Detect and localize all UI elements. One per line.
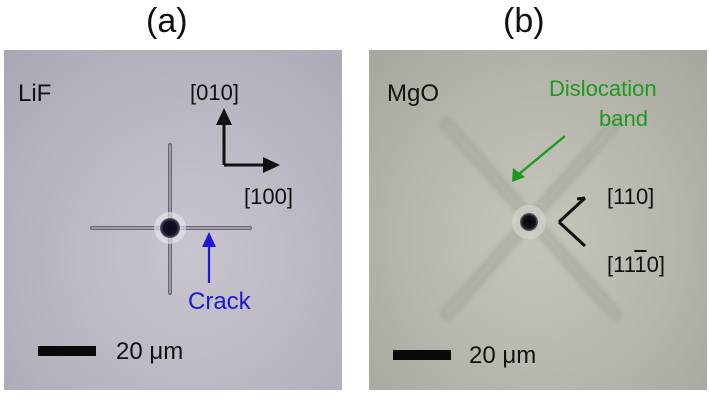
direction-label-part2: 0] xyxy=(646,252,665,277)
scale-bar-label: 20 μm xyxy=(116,338,184,365)
dislocation-arrow xyxy=(512,135,566,182)
direction-label-part1: [11 xyxy=(607,252,635,277)
indent-pit xyxy=(520,213,538,231)
mgo-indent-figure xyxy=(393,118,621,360)
direction-arrows xyxy=(216,108,280,173)
mgo-micrograph: MgO Dislocation band [110] [1110] 20 μm xyxy=(369,50,707,390)
panel-a-label: (a) xyxy=(146,2,188,40)
direction-arrows xyxy=(557,196,587,248)
lif-micrograph: LiF [010] [100] Crack 20 μm xyxy=(4,50,342,390)
scale-bar xyxy=(38,346,96,356)
crack-arrow xyxy=(202,232,216,283)
indent-pit xyxy=(160,218,180,238)
dislocation-label-line1: Dislocation xyxy=(549,76,657,101)
direction-label-110: [110] xyxy=(607,184,655,209)
material-label: LiF xyxy=(18,80,52,107)
crack-label: Crack xyxy=(188,288,251,315)
direction-label-100: [100] xyxy=(244,184,293,209)
direction-label-overline-digit: 1 xyxy=(634,252,647,277)
panel-b-label: (b) xyxy=(503,2,545,40)
lif-indent-figure xyxy=(38,108,280,356)
material-label: MgO xyxy=(387,80,440,107)
dislocation-label-line2: band xyxy=(599,106,648,131)
direction-label-010: [010] xyxy=(190,80,239,105)
scale-bar xyxy=(393,350,451,360)
scale-bar-label: 20 μm xyxy=(469,342,537,369)
direction-label-1-1bar-0: [1110] xyxy=(607,252,665,278)
